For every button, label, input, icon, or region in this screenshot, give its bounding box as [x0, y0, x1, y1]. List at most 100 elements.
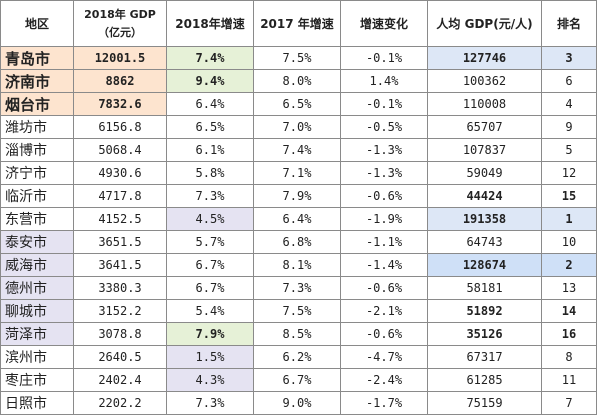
cell-growth-2017: 7.1% — [253, 161, 341, 185]
table-row: 临沂市 4717.8 7.3% 7.9% -0.6% 44424 15 — [0, 184, 597, 208]
cell-growth-2018: 7.9% — [166, 322, 254, 346]
cell-growth-2017: 6.7% — [253, 368, 341, 392]
cell-city: 聊城市 — [0, 299, 74, 323]
cell-gdp: 3641.5 — [73, 253, 167, 277]
cell-growth-2018: 6.1% — [166, 138, 254, 162]
cell-growth-2018: 6.4% — [166, 92, 254, 116]
table-row: 泰安市 3651.5 5.7% 6.8% -1.1% 64743 10 — [0, 230, 597, 254]
table-row: 聊城市 3152.2 5.4% 7.5% -2.1% 51892 14 — [0, 299, 597, 323]
cell-gdp: 4717.8 — [73, 184, 167, 208]
cell-growth-change: -0.1% — [340, 46, 428, 70]
cell-rank: 13 — [541, 276, 597, 300]
cell-growth-2017: 6.5% — [253, 92, 341, 116]
cell-growth-2017: 8.5% — [253, 322, 341, 346]
cell-growth-2017: 7.3% — [253, 276, 341, 300]
header-gdp-line1: 2018年 GDP — [84, 7, 156, 21]
header-growth-2017: 2017 年增速 — [253, 0, 341, 47]
cell-growth-2017: 6.2% — [253, 345, 341, 369]
cell-per-capita: 67317 — [427, 345, 542, 369]
cell-rank: 3 — [541, 46, 597, 70]
cell-gdp: 12001.5 — [73, 46, 167, 70]
cell-growth-2018: 5.8% — [166, 161, 254, 185]
cell-growth-2017: 7.9% — [253, 184, 341, 208]
header-region: 地区 — [0, 0, 74, 47]
cell-city: 潍坊市 — [0, 115, 74, 139]
table-header-row: 地区 2018年 GDP （亿元） 2018年增速 2017 年增速 增速变化 … — [0, 0, 597, 47]
cell-growth-2018: 1.5% — [166, 345, 254, 369]
cell-gdp: 2640.5 — [73, 345, 167, 369]
header-rank: 排名 — [541, 0, 597, 47]
cell-per-capita: 65707 — [427, 115, 542, 139]
cell-growth-2018: 4.3% — [166, 368, 254, 392]
header-gdp: 2018年 GDP （亿元） — [73, 0, 167, 47]
cell-growth-2017: 8.1% — [253, 253, 341, 277]
cell-city: 泰安市 — [0, 230, 74, 254]
cell-growth-change: -2.1% — [340, 299, 428, 323]
table-row: 淄博市 5068.4 6.1% 7.4% -1.3% 107837 5 — [0, 138, 597, 162]
cell-growth-change: -0.6% — [340, 184, 428, 208]
header-per-capita: 人均 GDP(元/人) — [427, 0, 542, 47]
table-row: 烟台市 7832.6 6.4% 6.5% -0.1% 110008 4 — [0, 92, 597, 116]
cell-city: 东营市 — [0, 207, 74, 231]
cell-per-capita: 191358 — [427, 207, 542, 231]
cell-city: 淄博市 — [0, 138, 74, 162]
cell-per-capita: 58181 — [427, 276, 542, 300]
cell-rank: 7 — [541, 391, 597, 415]
cell-growth-2017: 7.0% — [253, 115, 341, 139]
cell-rank: 1 — [541, 207, 597, 231]
cell-gdp: 2202.2 — [73, 391, 167, 415]
cell-growth-2018: 6.5% — [166, 115, 254, 139]
cell-growth-2018: 7.3% — [166, 184, 254, 208]
cell-gdp: 3078.8 — [73, 322, 167, 346]
header-growth-change: 增速变化 — [340, 0, 428, 47]
cell-city: 枣庄市 — [0, 368, 74, 392]
cell-growth-2018: 5.7% — [166, 230, 254, 254]
cell-growth-2018: 7.4% — [166, 46, 254, 70]
cell-rank: 14 — [541, 299, 597, 323]
table-row: 日照市 2202.2 7.3% 9.0% -1.7% 75159 7 — [0, 391, 597, 415]
cell-per-capita: 44424 — [427, 184, 542, 208]
cell-city: 威海市 — [0, 253, 74, 277]
cell-per-capita: 51892 — [427, 299, 542, 323]
cell-growth-change: -4.7% — [340, 345, 428, 369]
cell-gdp: 2402.4 — [73, 368, 167, 392]
cell-growth-2018: 6.7% — [166, 276, 254, 300]
cell-growth-change: -1.7% — [340, 391, 428, 415]
cell-growth-change: -1.9% — [340, 207, 428, 231]
table-row: 济南市 8862 9.4% 8.0% 1.4% 100362 6 — [0, 69, 597, 93]
cell-growth-2017: 7.5% — [253, 299, 341, 323]
cell-per-capita: 110008 — [427, 92, 542, 116]
cell-gdp: 8862 — [73, 69, 167, 93]
cell-rank: 15 — [541, 184, 597, 208]
cell-gdp: 7832.6 — [73, 92, 167, 116]
cell-growth-2017: 6.8% — [253, 230, 341, 254]
table-row: 济宁市 4930.6 5.8% 7.1% -1.3% 59049 12 — [0, 161, 597, 185]
table-row: 菏泽市 3078.8 7.9% 8.5% -0.6% 35126 16 — [0, 322, 597, 346]
cell-city: 烟台市 — [0, 92, 74, 116]
cell-rank: 4 — [541, 92, 597, 116]
cell-growth-2018: 4.5% — [166, 207, 254, 231]
table-row: 滨州市 2640.5 1.5% 6.2% -4.7% 67317 8 — [0, 345, 597, 369]
cell-growth-2017: 7.5% — [253, 46, 341, 70]
cell-gdp: 4152.5 — [73, 207, 167, 231]
cell-growth-2017: 9.0% — [253, 391, 341, 415]
cell-rank: 11 — [541, 368, 597, 392]
cell-growth-2018: 6.7% — [166, 253, 254, 277]
cell-city: 济南市 — [0, 69, 74, 93]
table-row: 东营市 4152.5 4.5% 6.4% -1.9% 191358 1 — [0, 207, 597, 231]
cell-city: 临沂市 — [0, 184, 74, 208]
cell-growth-2017: 6.4% — [253, 207, 341, 231]
cell-city: 滨州市 — [0, 345, 74, 369]
cell-city: 济宁市 — [0, 161, 74, 185]
table-row: 德州市 3380.3 6.7% 7.3% -0.6% 58181 13 — [0, 276, 597, 300]
table-row: 威海市 3641.5 6.7% 8.1% -1.4% 128674 2 — [0, 253, 597, 277]
cell-per-capita: 127746 — [427, 46, 542, 70]
cell-growth-change: -2.4% — [340, 368, 428, 392]
cell-growth-2017: 8.0% — [253, 69, 341, 93]
header-growth-2018: 2018年增速 — [166, 0, 254, 47]
cell-gdp: 3651.5 — [73, 230, 167, 254]
cell-growth-change: -1.1% — [340, 230, 428, 254]
cell-gdp: 3380.3 — [73, 276, 167, 300]
